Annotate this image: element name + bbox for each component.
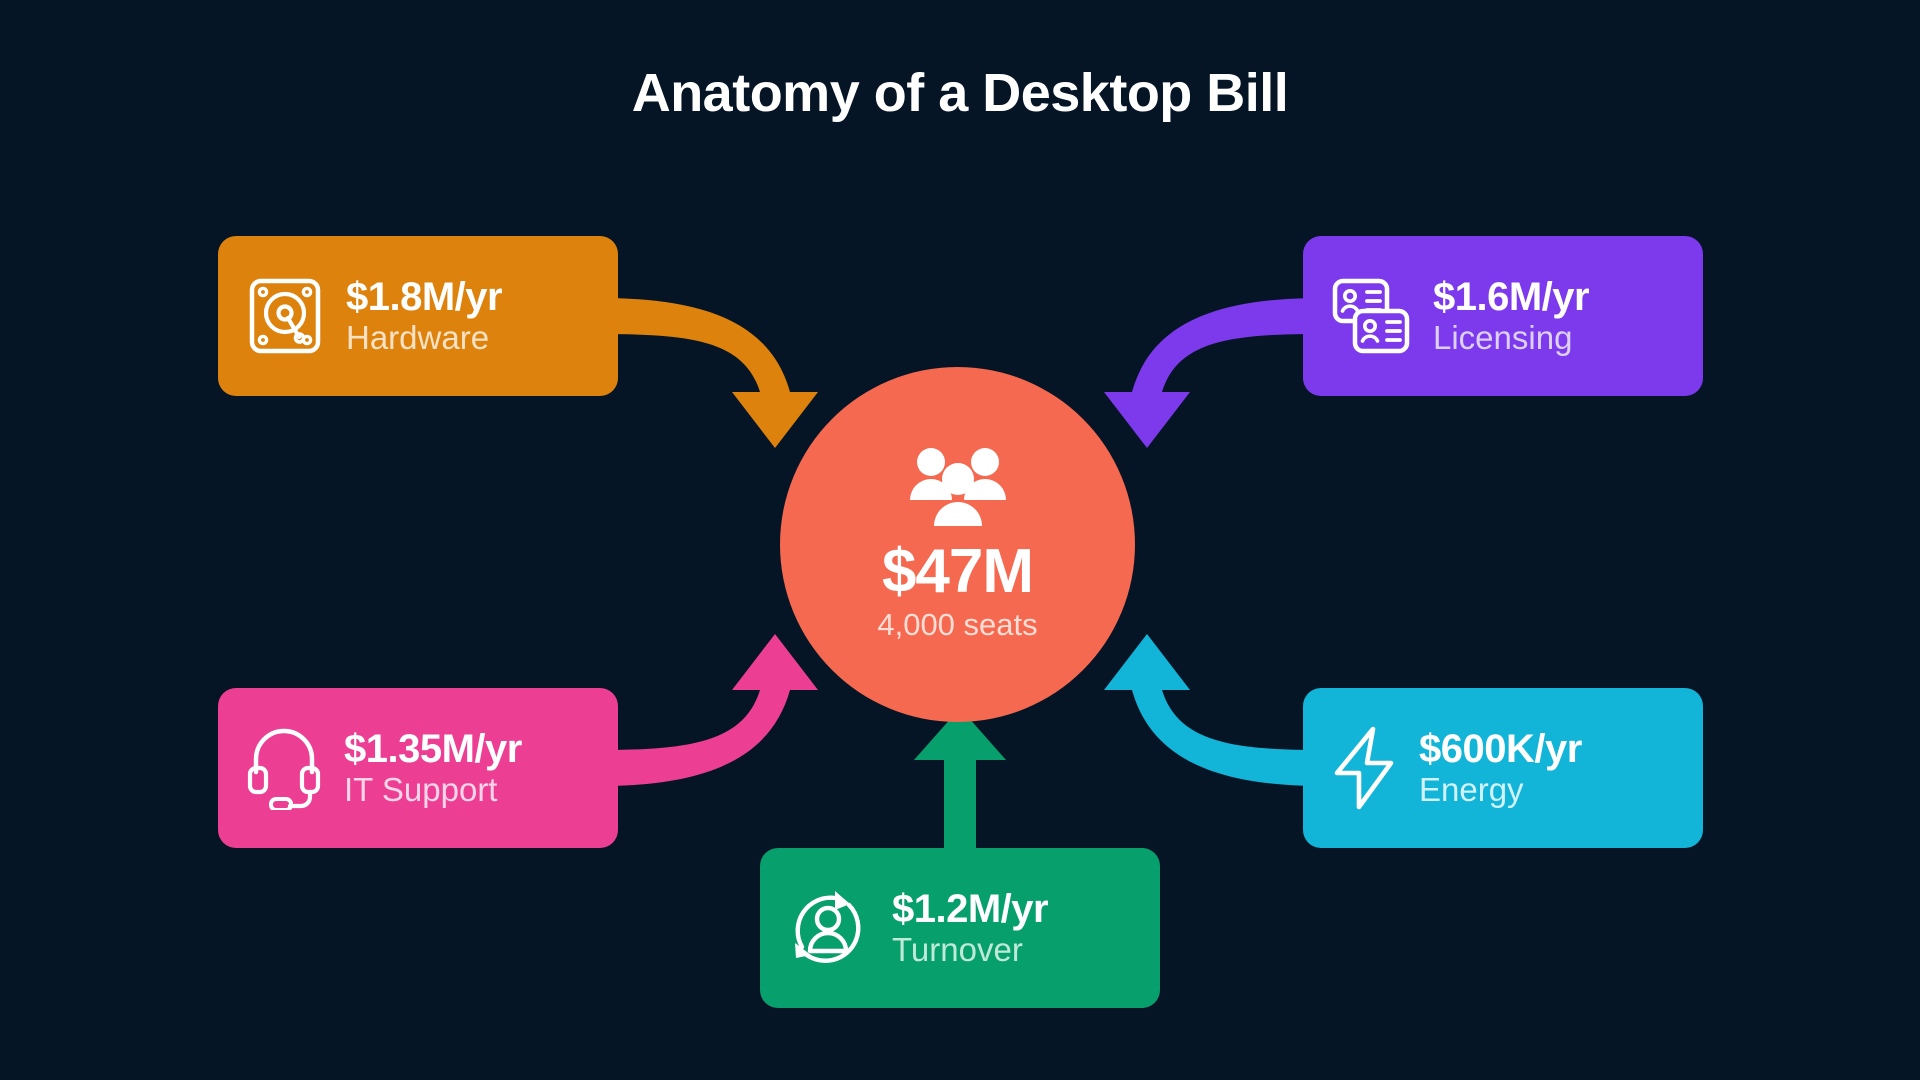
- card-label-itsupport: IT Support: [344, 771, 498, 809]
- card-value-licensing: $1.6M/yr: [1433, 274, 1590, 319]
- arrow-itsupport: [600, 634, 818, 786]
- cost-card-turnover[interactable]: $1.2M/yr Turnover: [760, 848, 1160, 1008]
- card-value-itsupport: $1.35M/yr: [344, 726, 522, 771]
- card-label-hardware: Hardware: [346, 319, 490, 357]
- cost-card-energy[interactable]: $600K/yr Energy: [1303, 688, 1703, 848]
- card-value-energy: $600K/yr: [1419, 726, 1582, 771]
- cost-card-licensing[interactable]: $1.6M/yr Licensing: [1303, 236, 1703, 396]
- center-total-subtitle: 4,000 seats: [877, 607, 1038, 643]
- card-text-licensing: $1.6M/yr Licensing: [1433, 274, 1590, 358]
- person-refresh-icon: [795, 891, 861, 963]
- id-cards-icon: [1332, 278, 1410, 354]
- cost-card-hardware[interactable]: $1.8M/yr Hardware: [218, 236, 618, 396]
- page-title: Anatomy of a Desktop Bill: [631, 63, 1289, 123]
- arrow-energy: [1104, 634, 1322, 786]
- lightning-bolt-icon: [1334, 726, 1394, 810]
- hard-drive-icon: [249, 278, 321, 354]
- card-label-energy: Energy: [1419, 771, 1524, 809]
- card-text-turnover: $1.2M/yr Turnover: [892, 886, 1049, 970]
- cost-card-itsupport[interactable]: $1.35M/yr IT Support: [218, 688, 618, 848]
- headset-icon: [247, 728, 321, 810]
- group-people-icon: [909, 447, 1006, 526]
- arrow-licensing: [1104, 298, 1322, 448]
- center-total-hub[interactable]: $47M 4,000 seats: [780, 367, 1135, 722]
- arrow-hardware: [600, 298, 818, 448]
- card-text-hardware: $1.8M/yr Hardware: [346, 274, 503, 358]
- card-text-energy: $600K/yr Energy: [1419, 727, 1582, 810]
- card-value-turnover: $1.2M/yr: [892, 886, 1049, 931]
- card-label-licensing: Licensing: [1433, 319, 1573, 357]
- card-text-itsupport: $1.35M/yr IT Support: [344, 727, 522, 810]
- card-value-hardware: $1.8M/yr: [346, 274, 503, 319]
- arrow-turnover: [914, 708, 1006, 870]
- center-total-value: $47M: [881, 536, 1034, 606]
- card-label-turnover: Turnover: [892, 931, 1023, 969]
